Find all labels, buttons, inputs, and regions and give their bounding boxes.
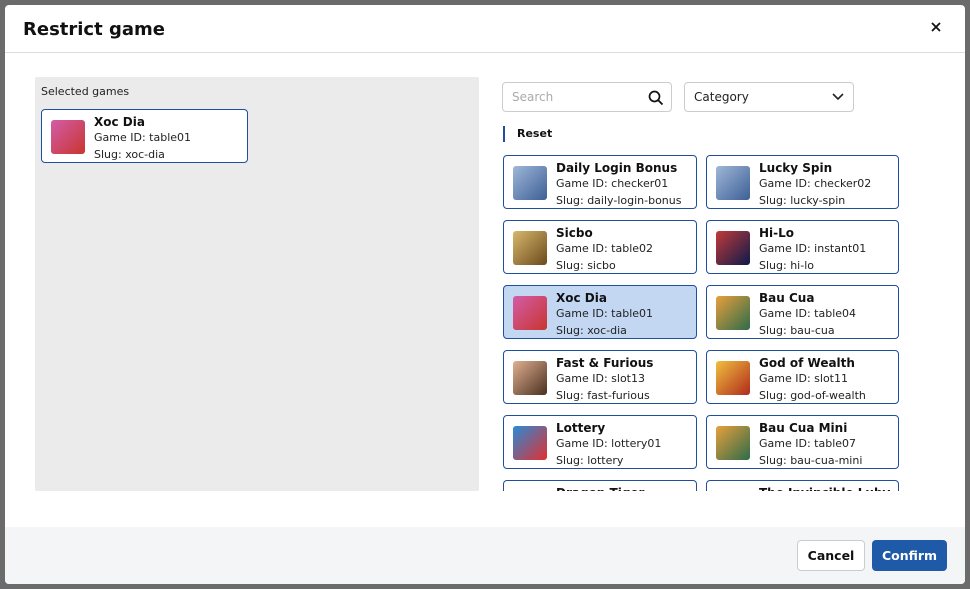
- game-card[interactable]: Xoc Dia Game ID: table01 Slug: xoc-dia: [503, 285, 697, 339]
- game-icon: [716, 166, 750, 200]
- game-id: Game ID: slot13: [556, 372, 645, 385]
- game-icon: [716, 231, 750, 265]
- game-card[interactable]: Bau Cua Game ID: table04 Slug: bau-cua: [706, 285, 899, 339]
- game-slug: Slug: bau-cua: [759, 324, 835, 337]
- game-slug: Slug: sicbo: [556, 259, 616, 272]
- game-name: Lottery: [556, 421, 606, 435]
- game-name: Bau Cua Mini: [759, 421, 848, 435]
- selected-panel: Selected games Xoc Dia Game ID: table01 Sl…: [35, 77, 479, 491]
- game-slug: Slug: daily-login-bonus: [556, 194, 682, 207]
- game-slug: Slug: lottery: [556, 454, 624, 467]
- game-icon: [716, 361, 750, 395]
- selected-label: Selected games: [41, 85, 130, 98]
- divider: [5, 52, 965, 53]
- game-name: Lucky Spin: [759, 161, 833, 175]
- game-slug: Slug: bau-cua-mini: [759, 454, 863, 467]
- modal-title: Restrict game: [23, 19, 165, 40]
- game-card[interactable]: Lottery Game ID: lottery01 Slug: lottery: [503, 415, 697, 469]
- close-button[interactable]: [931, 22, 941, 32]
- game-name: Bau Cua: [759, 291, 815, 305]
- category-select[interactable]: Category: [684, 82, 854, 112]
- game-card[interactable]: Daily Login Bonus Game ID: checker01 Slug:…: [503, 155, 697, 209]
- confirm-button[interactable]: Confirm: [872, 540, 947, 571]
- game-id: Game ID: table01: [556, 307, 654, 320]
- game-icon: [716, 296, 750, 330]
- game-name: Dragon Tiger: [556, 486, 644, 491]
- game-icon: [51, 120, 85, 154]
- game-id: Game ID: lottery01: [556, 437, 662, 450]
- chevron: [832, 93, 844, 101]
- game-icon: [513, 426, 547, 460]
- game-card[interactable]: Lucky Spin Game ID: checker02 Slug: lucky-…: [706, 155, 899, 209]
- game-card[interactable]: Hi-Lo Game ID: instant01 Slug: hi-lo: [706, 220, 899, 274]
- game-id: Game ID: table01: [94, 131, 192, 144]
- game-id: Game ID: table02: [556, 242, 654, 255]
- game-card[interactable]: Fast & Furious Game ID: slot13 Slug: fast-…: [503, 350, 697, 404]
- game-id: Game ID: table07: [759, 437, 857, 450]
- game-slug: Slug: fast-furious: [556, 389, 650, 402]
- game-card[interactable]: Sicbo Game ID: table02 Slug: sicbo: [503, 220, 697, 274]
- game-name: The Invincible Luby: [759, 486, 890, 491]
- game-icon: [513, 166, 547, 200]
- game-grid: Daily Login Bonus Game ID: checker01 Slug:…: [503, 155, 903, 491]
- game-id: Game ID: checker01: [556, 177, 669, 190]
- search-input[interactable]: Search: [502, 82, 672, 112]
- category-label: Category: [694, 90, 749, 104]
- game-icon: [716, 426, 750, 460]
- game-slug: Slug: god-of-wealth: [759, 389, 866, 402]
- game-card[interactable]: The Invincible Luby: [706, 480, 899, 491]
- footer: Cancel Confirm: [5, 527, 965, 584]
- game-id: Game ID: instant01: [759, 242, 867, 255]
- game-icon: [513, 231, 547, 265]
- game-name: Xoc Dia: [556, 291, 607, 305]
- game-card[interactable]: Dragon Tiger: [503, 480, 697, 491]
- game-name: Xoc Dia: [94, 115, 145, 129]
- game-id: Game ID: slot11: [759, 372, 848, 385]
- reset-link[interactable]: Reset: [517, 127, 553, 140]
- game-slug: Slug: xoc-dia: [556, 324, 627, 337]
- game-slug: Slug: hi-lo: [759, 259, 814, 272]
- game-name: Hi-Lo: [759, 226, 795, 240]
- game-id: Game ID: table04: [759, 307, 857, 320]
- game-slug: Slug: lucky-spin: [759, 194, 846, 207]
- game-card[interactable]: God of Wealth Game ID: slot11 Slug: god-of…: [706, 350, 899, 404]
- game-icon: [513, 296, 547, 330]
- game-name: Daily Login Bonus: [556, 161, 678, 175]
- game-icon: [513, 361, 547, 395]
- game-slug: Slug: xoc-dia: [94, 148, 165, 161]
- cancel-button[interactable]: Cancel: [797, 540, 865, 571]
- game-card[interactable]: Bau Cua Mini Game ID: table07 Slug: bau-cu…: [706, 415, 899, 469]
- game-name: God of Wealth: [759, 356, 855, 370]
- game-id: Game ID: checker02: [759, 177, 872, 190]
- modal: Restrict game Selected games Xoc Dia Game…: [5, 5, 965, 584]
- game-card[interactable]: Xoc Dia Game ID: table01 Slug: xoc-dia: [41, 109, 248, 163]
- reset-bar: [503, 126, 505, 142]
- game-name: Sicbo: [556, 226, 593, 240]
- game-name: Fast & Furious: [556, 356, 654, 370]
- search-icon: [648, 90, 664, 106]
- search-placeholder: Search: [512, 90, 554, 104]
